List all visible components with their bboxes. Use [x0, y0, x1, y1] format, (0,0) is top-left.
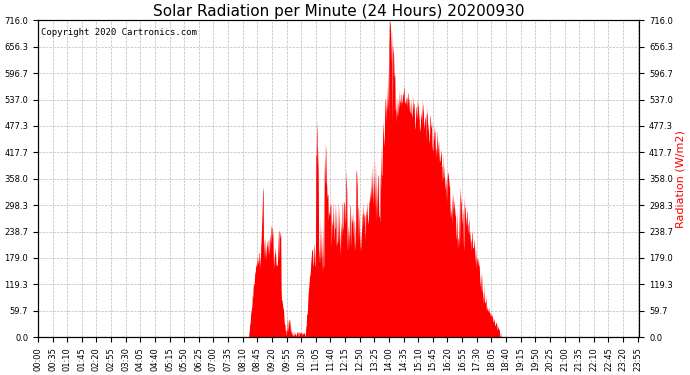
Text: Copyright 2020 Cartronics.com: Copyright 2020 Cartronics.com: [41, 28, 197, 37]
Y-axis label: Radiation (W/m2): Radiation (W/m2): [676, 130, 686, 228]
Title: Solar Radiation per Minute (24 Hours) 20200930: Solar Radiation per Minute (24 Hours) 20…: [153, 4, 524, 19]
